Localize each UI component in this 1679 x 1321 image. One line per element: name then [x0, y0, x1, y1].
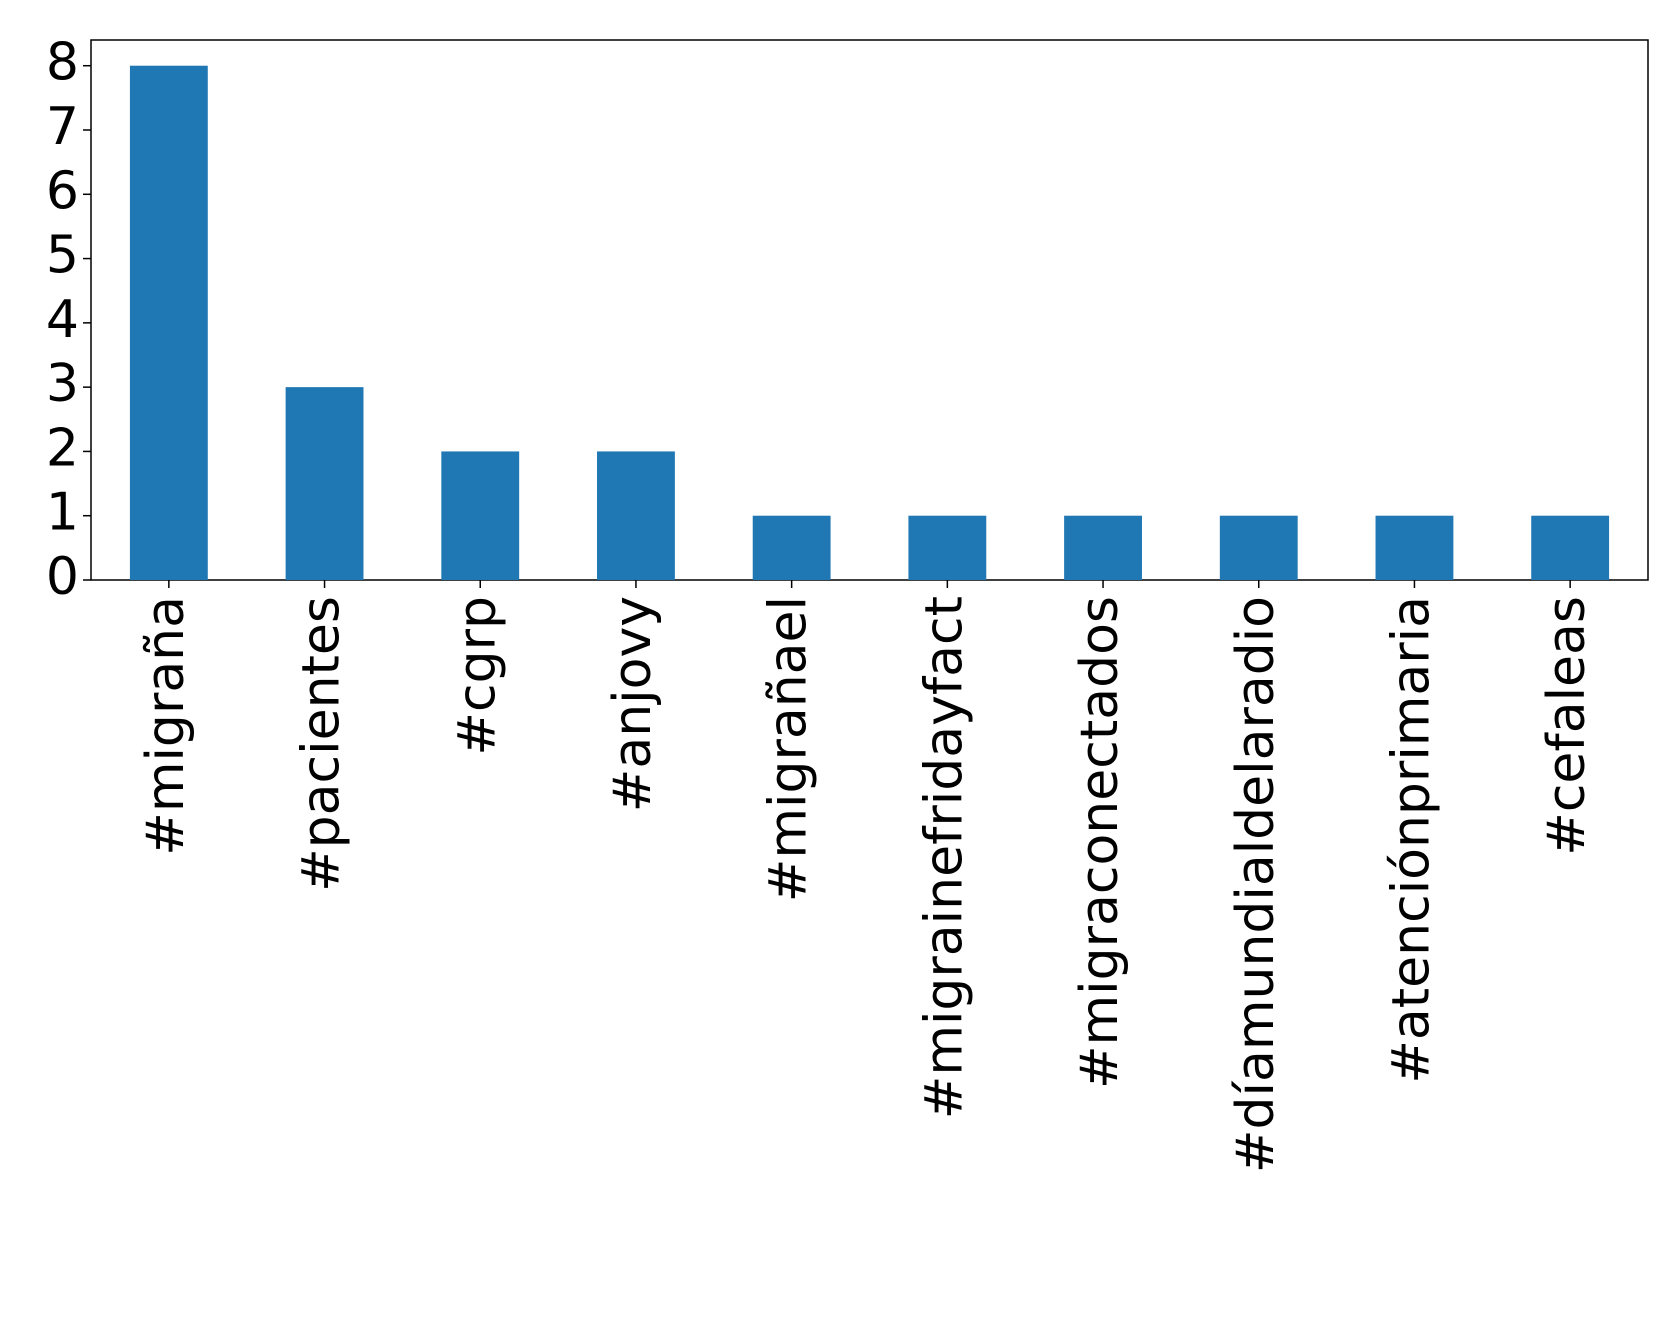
- y-tick-label: 1: [46, 483, 79, 543]
- x-tick-label: #migrañael: [759, 596, 819, 902]
- x-tick-label: #díamundialdelaradio: [1226, 596, 1286, 1173]
- y-tick-label: 4: [46, 290, 79, 350]
- bar: [1531, 515, 1610, 580]
- y-tick-label: 0: [46, 547, 79, 607]
- bar: [129, 65, 208, 580]
- bar: [1064, 515, 1142, 580]
- x-tick-label: #migraña: [136, 596, 196, 856]
- x-tick-label: #atenciónprimaria: [1381, 596, 1441, 1084]
- bar: [908, 515, 987, 580]
- axes-frame: [90, 39, 1649, 581]
- x-tick-label: #migraconectados: [1070, 596, 1130, 1089]
- bar: [1219, 515, 1298, 580]
- bar: [752, 515, 831, 580]
- bar: [285, 387, 364, 580]
- y-tick-label: 3: [46, 354, 79, 414]
- x-tick-label: #cefaleas: [1537, 596, 1597, 856]
- y-tick-label: 2: [46, 418, 79, 478]
- x-tick-label: #pacientes: [292, 596, 352, 892]
- bar: [597, 451, 675, 580]
- y-tick-label: 6: [46, 161, 79, 221]
- x-tick-label: #anjovy: [603, 596, 663, 812]
- x-tick-label: #cgrp: [447, 596, 507, 756]
- bar: [1375, 515, 1454, 580]
- y-tick-label: 5: [46, 226, 79, 286]
- y-tick-label: 7: [46, 97, 79, 157]
- y-tick-label: 8: [46, 33, 79, 93]
- bar: [441, 451, 520, 580]
- x-tick-label: #migrainefridayfact: [914, 596, 974, 1119]
